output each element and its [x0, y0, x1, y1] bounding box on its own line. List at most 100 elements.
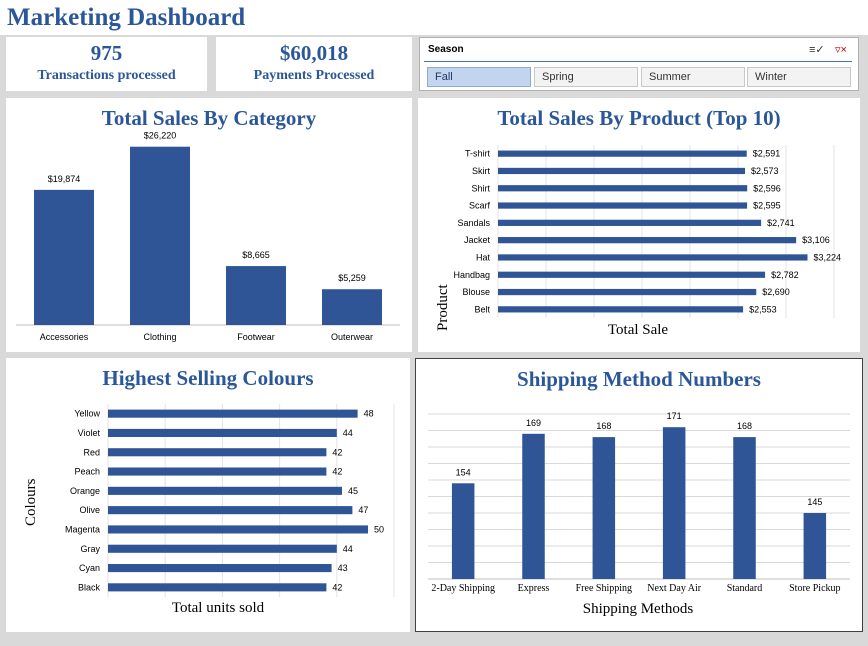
x-axis-label: Total units sold — [172, 600, 265, 616]
bar — [803, 513, 827, 579]
data-label: 171 — [667, 411, 682, 421]
title-bar: Marketing Dashboard — [0, 0, 868, 35]
chart-title: Highest Selling Colours — [102, 366, 314, 390]
category-label: Violet — [78, 428, 101, 438]
category-label: Black — [78, 582, 101, 592]
bar — [108, 428, 337, 438]
data-label: $2,782 — [771, 270, 799, 280]
chart-panel-category: Total Sales By Category $19,874 Accessori… — [6, 98, 412, 352]
data-label: 47 — [358, 505, 368, 515]
category-label: Shirt — [471, 183, 490, 193]
category-label: Next Day Air — [647, 583, 702, 594]
category-label: Scarf — [469, 201, 491, 211]
slicer-title: Season — [428, 44, 464, 55]
category-label: Footwear — [237, 332, 275, 342]
data-label: 154 — [456, 467, 471, 477]
category-label: 2-Day Shipping — [431, 583, 495, 594]
data-label: 45 — [348, 486, 358, 496]
bar — [498, 254, 808, 261]
chart-title: Shipping Method Numbers — [517, 367, 761, 391]
bar — [130, 146, 190, 325]
kpi-card-transactions: 975 Transactions processed — [6, 37, 207, 91]
data-label: $2,596 — [753, 183, 781, 193]
multi-select-icon[interactable]: ≡✓ — [809, 44, 825, 56]
kpi-value: 975 — [90, 41, 123, 65]
category-label: Handbag — [453, 270, 490, 280]
bar — [226, 266, 286, 325]
category-label: Gray — [80, 544, 100, 554]
kpi-card-payments: $60,018 Payments Processed — [216, 37, 412, 91]
slicer-option-summer[interactable]: Summer — [641, 67, 745, 87]
bar — [662, 427, 686, 579]
data-label: 43 — [338, 563, 348, 573]
bar — [498, 219, 762, 226]
data-label: 50 — [374, 524, 384, 534]
chart-title: Total Sales By Category — [101, 106, 317, 130]
data-label: $2,690 — [762, 287, 790, 297]
category-label: Skirt — [472, 166, 490, 176]
category-label: Free Shipping — [576, 583, 632, 594]
bar — [498, 271, 766, 278]
bar — [592, 437, 616, 579]
data-label: 42 — [332, 447, 342, 457]
data-label: 168 — [596, 421, 611, 431]
data-label: $8,665 — [242, 250, 270, 260]
chart-panel-colours: Highest Selling Colours Colours Total un… — [6, 358, 410, 632]
category-label: Sandals — [457, 218, 490, 228]
chart-title: Total Sales By Product (Top 10) — [497, 106, 781, 130]
category-label: Cyan — [79, 563, 100, 573]
category-sales-chart: $19,874 Accessories $26,220 Clothing $8,665 F… — [16, 131, 400, 342]
slicer-option-winter[interactable]: Winter — [747, 67, 851, 87]
bar — [322, 289, 382, 325]
data-label: $26,220 — [144, 131, 177, 141]
bar — [733, 437, 756, 579]
data-label: $3,106 — [802, 235, 830, 245]
data-label: 169 — [526, 418, 541, 428]
category-label: Belt — [474, 304, 490, 314]
slicer-option-spring[interactable]: Spring — [534, 67, 638, 87]
data-label: $3,224 — [814, 252, 842, 262]
data-label: 48 — [364, 409, 374, 419]
x-axis-label: Total Sale — [608, 322, 669, 338]
data-label: 42 — [332, 582, 342, 592]
bar — [108, 583, 327, 592]
category-label: Olive — [79, 505, 100, 515]
bar — [108, 448, 327, 457]
slicer-option-fall[interactable]: Fall — [427, 67, 531, 87]
clear-filter-icon[interactable]: ▿× — [835, 44, 847, 56]
category-label: Red — [83, 447, 100, 457]
category-label: Accessories — [40, 332, 89, 342]
data-label: $2,591 — [753, 149, 781, 159]
bar — [108, 467, 327, 476]
bar — [108, 544, 337, 553]
chart-panel-product: Total Sales By Product (Top 10) Product … — [418, 98, 860, 352]
data-label: 145 — [807, 497, 822, 507]
bar — [498, 185, 748, 192]
bar — [498, 202, 748, 209]
bar — [108, 409, 358, 418]
y-axis-label: Product — [435, 284, 451, 331]
bar — [108, 525, 368, 534]
data-label: $5,259 — [338, 273, 366, 283]
bar — [522, 433, 545, 579]
category-label: Magenta — [65, 524, 100, 534]
bar — [498, 288, 757, 296]
slicer-divider — [424, 61, 852, 62]
category-label: Orange — [70, 486, 100, 496]
category-label: Yellow — [74, 409, 100, 419]
product-sales-chart: Product Total Sale $2,591 T-shirt $2,573 Sk… — [435, 145, 842, 338]
kpi-label: Payments Processed — [253, 68, 375, 83]
category-label: Hat — [476, 252, 491, 262]
y-axis-label: Colours — [23, 478, 39, 526]
category-label: Blouse — [462, 287, 490, 297]
category-label: T-shirt — [465, 149, 491, 159]
category-label: Express — [518, 583, 550, 594]
page-title: Marketing Dashboard — [7, 4, 246, 31]
bar — [108, 506, 353, 515]
category-label: Store Pickup — [789, 583, 840, 594]
bar — [498, 237, 797, 244]
data-label: 44 — [343, 544, 353, 554]
data-label: $2,595 — [753, 201, 781, 211]
bar — [108, 486, 342, 495]
category-label: Outerwear — [331, 332, 373, 342]
